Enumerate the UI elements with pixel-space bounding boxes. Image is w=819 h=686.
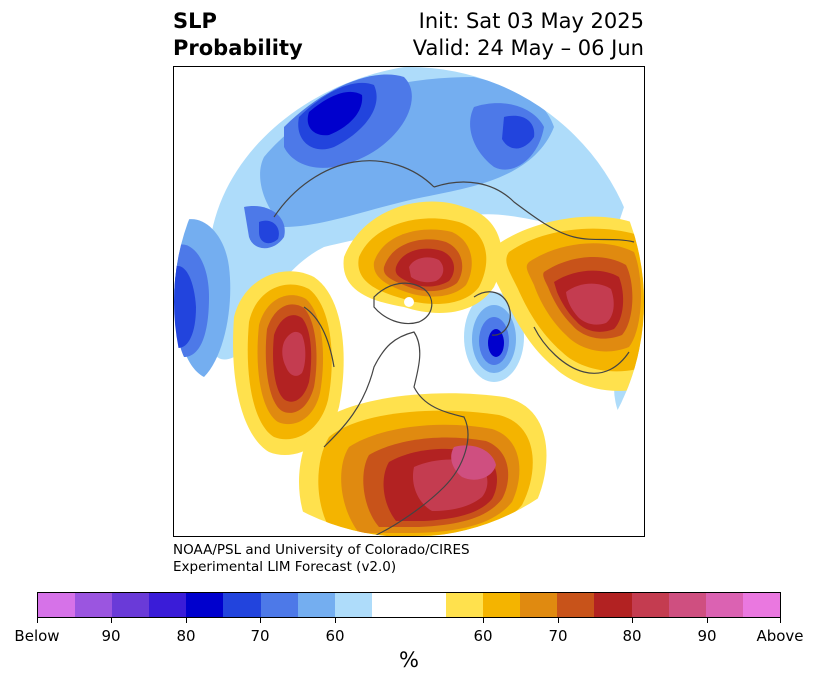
colorbar-segment bbox=[705, 593, 743, 617]
map-dates: Init: Sat 03 May 2025 Valid: 24 May – 06… bbox=[413, 8, 644, 62]
colorbar-ticks: Below 90 80 70 60 60 70 80 90 Above bbox=[14, 618, 804, 645]
colorbar-tick-label: 70 bbox=[250, 627, 270, 645]
colorbar-tick bbox=[483, 618, 484, 623]
polar-projection-map bbox=[174, 67, 644, 536]
credit-line-1: NOAA/PSL and University of Colorado/CIRE… bbox=[173, 542, 470, 558]
colorbar-tick bbox=[186, 618, 187, 623]
colorbar-tick bbox=[632, 618, 633, 623]
colorbar-segment bbox=[38, 593, 76, 617]
colorbar-segment bbox=[75, 593, 113, 617]
colorbar-segment bbox=[446, 593, 484, 617]
colorbar-segment bbox=[631, 593, 669, 617]
coastlines bbox=[273, 160, 635, 536]
colorbar-tick-label: 80 bbox=[176, 627, 196, 645]
colorbar-segment bbox=[594, 593, 632, 617]
colorbar-tick-label: 90 bbox=[697, 627, 717, 645]
above-normal-region-north-pacific bbox=[233, 271, 344, 455]
colorbar-segment bbox=[186, 593, 224, 617]
colorbar-tick-label: 60 bbox=[325, 627, 345, 645]
colorbar-tick-label: Above bbox=[756, 627, 804, 645]
credit-line-2: Experimental LIM Forecast (v2.0) bbox=[173, 559, 397, 575]
colorbar-segment bbox=[668, 593, 706, 617]
colorbar bbox=[37, 592, 781, 618]
colorbar-segment bbox=[149, 593, 187, 617]
colorbar-segment bbox=[520, 593, 558, 617]
colorbar-segment bbox=[223, 593, 261, 617]
colorbar-tick-label: 60 bbox=[473, 627, 493, 645]
colorbar-tick-label: 90 bbox=[101, 627, 121, 645]
valid-range: Valid: 24 May – 06 Jun bbox=[412, 36, 644, 60]
colorbar-unit-label: % bbox=[399, 648, 419, 672]
colorbar-segment bbox=[260, 593, 298, 617]
title-quantity: Probability bbox=[173, 36, 303, 60]
pole-marker bbox=[404, 297, 414, 307]
colorbar-tick bbox=[37, 618, 38, 623]
title-variable: SLP bbox=[173, 9, 217, 33]
colorbar-tick bbox=[780, 618, 781, 623]
probability-map bbox=[173, 66, 645, 537]
colorbar-tick bbox=[111, 618, 112, 623]
colorbar-segment bbox=[297, 593, 335, 617]
above-normal-region-eurasia bbox=[489, 216, 644, 391]
colorbar-tick-label: 80 bbox=[622, 627, 642, 645]
colorbar-tick bbox=[707, 618, 708, 623]
colorbar-tick bbox=[335, 618, 336, 623]
colorbar-segment bbox=[408, 593, 447, 617]
map-title: SLP Probability bbox=[173, 8, 303, 62]
colorbar-segment bbox=[112, 593, 150, 617]
colorbar-segment bbox=[483, 593, 521, 617]
colorbar-tick-label: 70 bbox=[548, 627, 568, 645]
above-normal-region-north-america bbox=[299, 393, 547, 536]
colorbar-tick-label: Below bbox=[14, 627, 60, 645]
credit-text: NOAA/PSL and University of Colorado/CIRE… bbox=[173, 542, 470, 576]
colorbar-segment bbox=[334, 593, 372, 617]
colorbar-segment bbox=[557, 593, 595, 617]
init-date: Init: Sat 03 May 2025 bbox=[418, 9, 644, 33]
colorbar-segment bbox=[371, 593, 409, 617]
colorbar-tick bbox=[260, 618, 261, 623]
colorbar-tick bbox=[558, 618, 559, 623]
colorbar-segment bbox=[742, 593, 780, 617]
above-normal-region-arctic bbox=[343, 201, 502, 313]
